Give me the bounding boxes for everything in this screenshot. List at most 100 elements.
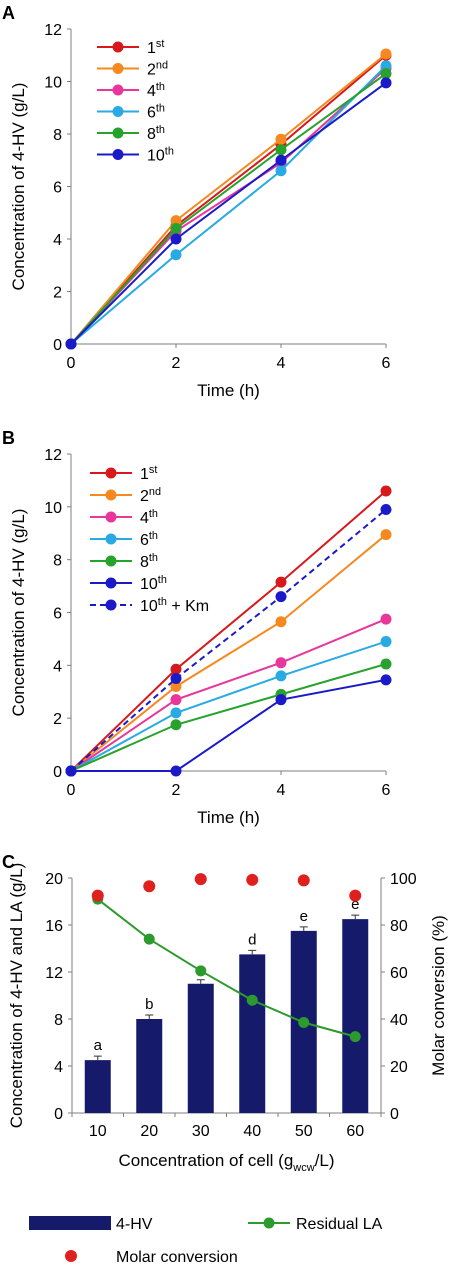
- x-tick-label: 10: [89, 1123, 107, 1140]
- legend-marker: [112, 84, 124, 96]
- y-tick-label: 0: [53, 337, 62, 354]
- series-6th: 6th: [65, 60, 392, 350]
- legend-marker: [112, 63, 124, 74]
- legend-label: 2nd: [140, 486, 161, 505]
- series-line: [70, 533, 387, 772]
- y2-tick-label: 60: [390, 965, 408, 982]
- data-point: [275, 144, 287, 156]
- panel-label: C: [2, 852, 15, 872]
- data-point: [380, 48, 392, 60]
- molar-conversion-point: [246, 873, 259, 886]
- y-axis-title: Concentration of 4-HV (g/L): [9, 509, 28, 717]
- x-tick-label: 4: [277, 782, 286, 799]
- data-point: [170, 707, 182, 719]
- x-tick-label: 50: [295, 1123, 313, 1140]
- legend-marker: [112, 127, 124, 139]
- y-tick-label: 0: [53, 764, 62, 781]
- residual-la-point: [195, 965, 207, 977]
- y-axis-title: Concentration of 4-HV and LA (g/L): [7, 863, 26, 1129]
- significance-letter: d: [248, 931, 256, 948]
- series-8th: 8th: [65, 552, 392, 777]
- x-tick-label: 20: [140, 1123, 158, 1140]
- data-point: [170, 694, 182, 706]
- y-tick-label: 10: [44, 75, 62, 92]
- data-point: [275, 154, 287, 166]
- series-10th-km: 10th + Km: [65, 503, 392, 777]
- series-6th: 6th: [65, 530, 392, 777]
- legend-marker: [105, 467, 117, 479]
- legend-marker: [105, 489, 117, 501]
- data-point: [380, 529, 392, 541]
- data-point: [275, 165, 287, 177]
- data-point: [275, 591, 287, 603]
- data-point: [275, 657, 287, 669]
- data-point: [170, 673, 182, 685]
- legend-marker: [65, 1250, 77, 1262]
- molar-conversion-point: [349, 889, 362, 902]
- x-tick-label: 0: [67, 355, 76, 372]
- y-tick-label: 12: [45, 965, 63, 982]
- data-point: [275, 133, 287, 145]
- legend-marker: [105, 511, 117, 523]
- y2-tick-label: 0: [390, 1106, 399, 1123]
- series-4th: 4th: [65, 508, 392, 777]
- data-point: [170, 663, 182, 675]
- chart-panel-a: A 0 2 4 6 8 10 12 0 2 4 6 Time (h) Concentration of 4…: [2, 3, 392, 400]
- data-point: [170, 223, 182, 234]
- y-tick-label: 4: [53, 658, 62, 675]
- data-point: [380, 68, 392, 80]
- data-point: [170, 249, 182, 261]
- series-line: [70, 72, 387, 345]
- series-line: [70, 618, 387, 772]
- significance-letter: e: [300, 908, 308, 925]
- series-line: [70, 640, 387, 772]
- chart-panel-c: C 0 4 8 12 16 20 0 20 40 60 80 100 10 20 30 40 50 60 Concen…: [2, 852, 448, 1266]
- molar-conversion-point: [194, 873, 207, 886]
- y-tick-label: 4: [53, 232, 62, 249]
- series-line: [70, 65, 387, 345]
- data-point: [275, 694, 287, 706]
- data-point: [170, 719, 182, 731]
- x-tick-label: 60: [346, 1123, 364, 1140]
- legend-label: Residual LA: [296, 1216, 383, 1233]
- legend-label: 4-HV: [116, 1216, 153, 1233]
- series-1st: 1st: [65, 38, 392, 350]
- residual-la-point: [246, 994, 258, 1006]
- series-8th: 8th: [65, 68, 392, 350]
- y-tick-label: 20: [45, 871, 63, 888]
- legend-label: 10th: [140, 574, 167, 593]
- data-point: [170, 765, 182, 777]
- series-line: [71, 678, 387, 772]
- x-tick-label: 2: [172, 782, 181, 799]
- x-axis-title: Time (h): [197, 808, 260, 827]
- series-1st: 1st: [65, 464, 392, 777]
- x-tick-label: 2: [172, 355, 181, 372]
- legend-label: 6th: [147, 102, 165, 121]
- y-tick-label: 16: [45, 918, 63, 935]
- legend-marker: [112, 41, 124, 53]
- y2-tick-label: 80: [390, 918, 408, 935]
- x-axis-title: Concentration of cell (gwcw/L): [118, 1151, 334, 1174]
- data-point: [380, 636, 392, 648]
- data-point: [65, 765, 77, 777]
- legend-label: 10th + Km: [140, 596, 209, 615]
- x-tick-label: 4: [277, 355, 286, 372]
- data-point: [380, 613, 392, 625]
- y2-tick-label: 40: [390, 1012, 408, 1029]
- legend-marker: [105, 533, 117, 545]
- y-tick-label: 6: [53, 180, 62, 197]
- bar: [84, 1060, 111, 1113]
- data-point: [170, 233, 182, 245]
- y-tick-label: 12: [44, 447, 62, 464]
- legend-marker: [112, 149, 124, 160]
- x-tick-label: 6: [382, 355, 391, 372]
- significance-letter: e: [351, 896, 359, 913]
- y-tick-label: 4: [54, 1059, 63, 1076]
- series-line: [70, 53, 387, 345]
- data-point: [380, 77, 392, 89]
- bar: [136, 1019, 163, 1113]
- bar: [187, 983, 214, 1113]
- x-axis-title: Time (h): [197, 381, 260, 400]
- panel-label: A: [2, 3, 15, 23]
- molar-conversion-point: [143, 880, 156, 893]
